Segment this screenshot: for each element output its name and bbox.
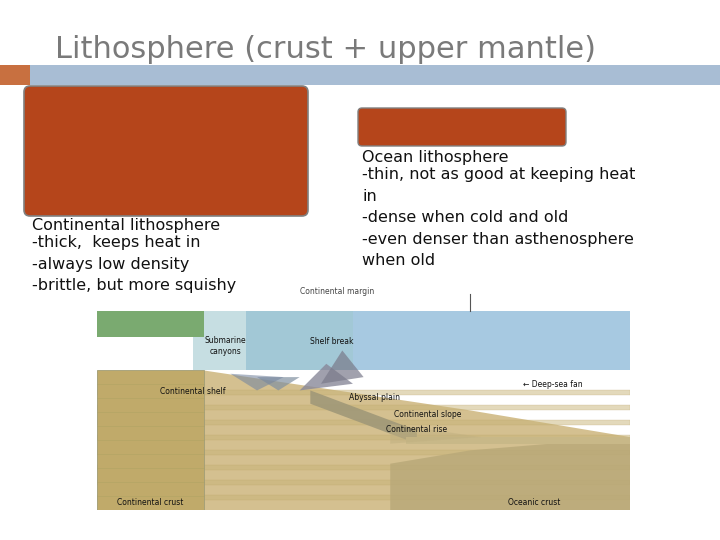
- Polygon shape: [97, 435, 630, 441]
- Polygon shape: [97, 420, 630, 426]
- FancyBboxPatch shape: [24, 86, 308, 216]
- Polygon shape: [390, 424, 481, 444]
- Polygon shape: [300, 364, 353, 390]
- Text: Continental margin: Continental margin: [300, 287, 374, 295]
- Text: Continental slope: Continental slope: [394, 410, 462, 419]
- Polygon shape: [321, 350, 364, 384]
- Text: Shelf break: Shelf break: [310, 337, 354, 346]
- Text: ← Deep-sea fan: ← Deep-sea fan: [523, 380, 583, 389]
- Polygon shape: [390, 437, 630, 510]
- Polygon shape: [97, 310, 204, 337]
- Polygon shape: [193, 310, 353, 370]
- Text: Oceanic crust: Oceanic crust: [508, 498, 560, 507]
- Text: Lithosphere (crust + upper mantle): Lithosphere (crust + upper mantle): [55, 36, 596, 64]
- Polygon shape: [97, 370, 204, 510]
- Polygon shape: [97, 495, 630, 500]
- Polygon shape: [310, 390, 417, 444]
- Text: Abyssal plain: Abyssal plain: [348, 394, 400, 402]
- Text: -thin, not as good at keeping heat
in
-dense when cold and old
-even denser than: -thin, not as good at keeping heat in -d…: [362, 167, 635, 268]
- Text: -thick,  keeps heat in
-always low density
-brittle, but more squishy: -thick, keeps heat in -always low densit…: [32, 235, 236, 293]
- Polygon shape: [97, 481, 630, 485]
- Text: Continental lithosphere: Continental lithosphere: [32, 218, 220, 233]
- Polygon shape: [230, 374, 284, 390]
- Bar: [0, 65, 30, 85]
- Bar: [0, 65, 720, 85]
- Polygon shape: [97, 390, 630, 395]
- Polygon shape: [406, 437, 630, 444]
- Text: Ocean lithosphere: Ocean lithosphere: [362, 150, 508, 165]
- Polygon shape: [257, 377, 300, 390]
- Polygon shape: [97, 450, 630, 455]
- Polygon shape: [97, 370, 630, 510]
- Polygon shape: [97, 465, 630, 470]
- Polygon shape: [97, 406, 630, 410]
- Text: Continental crust: Continental crust: [117, 498, 184, 507]
- Polygon shape: [246, 310, 630, 370]
- Text: Submarine
canyons: Submarine canyons: [204, 336, 246, 356]
- Text: Continental rise: Continental rise: [387, 425, 447, 434]
- FancyBboxPatch shape: [358, 108, 566, 146]
- Text: Continental shelf: Continental shelf: [161, 387, 226, 396]
